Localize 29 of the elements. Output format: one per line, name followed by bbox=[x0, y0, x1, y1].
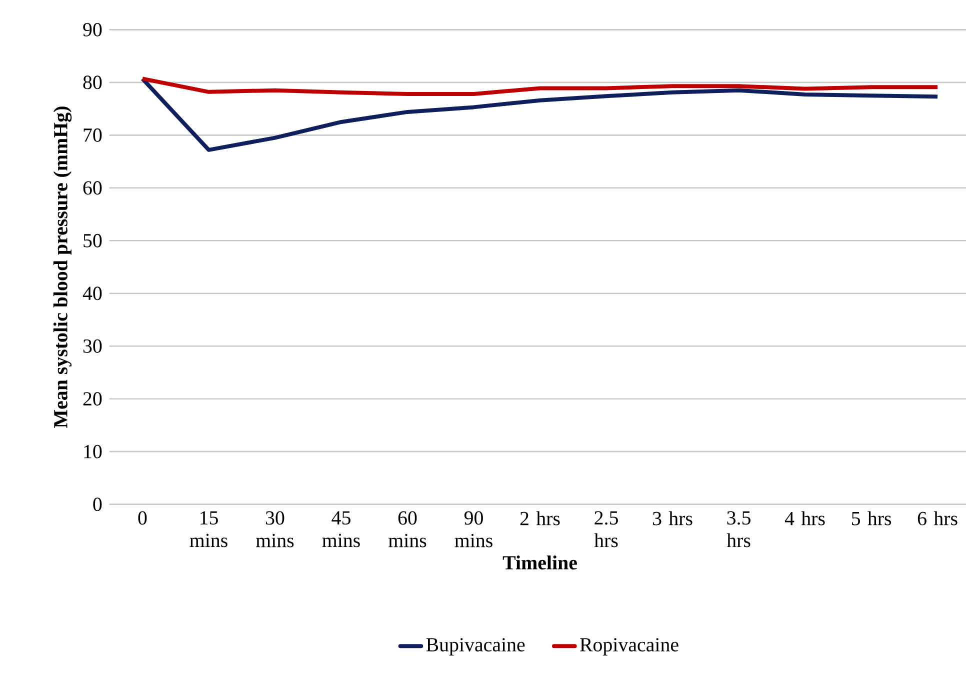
y-tick-label: 70 bbox=[84, 128, 102, 142]
x-tick-label: 90 mins bbox=[454, 511, 492, 548]
y-axis-title: Mean systolic blood pressure (mmHg) bbox=[53, 106, 72, 428]
y-tick-label: 20 bbox=[83, 392, 102, 406]
x-tick-label: 3.5 hrs bbox=[726, 511, 750, 548]
x-tick-label: 45 mins bbox=[322, 511, 360, 548]
x-tick-label: 30 mins bbox=[256, 511, 294, 548]
x-tick-label: 3 hrs bbox=[653, 511, 692, 526]
y-tick-label: 0 bbox=[93, 498, 102, 512]
legend-label: Ropivacaine bbox=[580, 638, 678, 656]
x-tick-label: 2 hrs bbox=[520, 511, 560, 526]
y-tick-label: 30 bbox=[83, 339, 102, 353]
y-tick-label: 80 bbox=[83, 76, 102, 90]
x-tick-label: 0 bbox=[138, 511, 147, 525]
x-axis-title: Timeline bbox=[502, 555, 577, 570]
y-tick-label: 90 bbox=[83, 22, 102, 36]
y-tick-label: 60 bbox=[83, 181, 102, 195]
x-tick-label: 5 hrs bbox=[852, 511, 892, 526]
y-tick-label: 40 bbox=[82, 286, 102, 300]
x-tick-label: 60 mins bbox=[388, 511, 426, 548]
legend-label: Bupivacaine bbox=[426, 638, 525, 656]
y-tick-label: 50 bbox=[84, 234, 102, 248]
line-series bbox=[140, 76, 940, 152]
x-tick-label: 15 mins bbox=[190, 511, 228, 548]
x-tick-label: 6 hrs bbox=[918, 511, 958, 526]
y-tick-label: 10 bbox=[84, 444, 102, 458]
line-series bbox=[140, 76, 940, 96]
x-tick-label: 2.5 hrs bbox=[594, 511, 618, 548]
x-tick-label: 4 hrs bbox=[784, 511, 825, 526]
